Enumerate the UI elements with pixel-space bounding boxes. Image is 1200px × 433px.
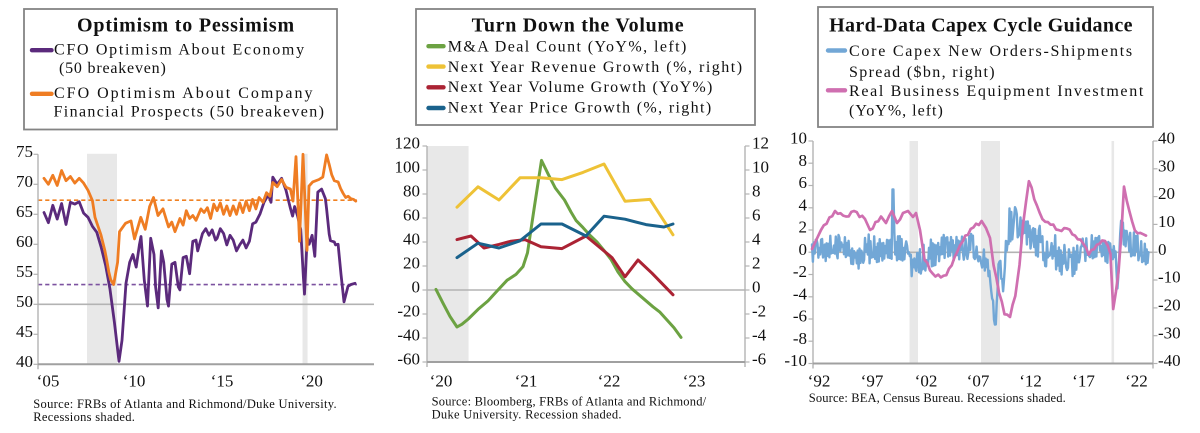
svg-text:CFO Optimism About Company: CFO Optimism About Company (54, 85, 314, 102)
svg-text:4: 4 (752, 230, 761, 249)
svg-text:Spread ($bn, right): Spread ($bn, right) (849, 64, 996, 81)
svg-text:Optimism to Pessimism: Optimism to Pessimism (77, 15, 295, 37)
svg-text:‘97: ‘97 (861, 372, 884, 391)
svg-text:100: 100 (395, 158, 421, 177)
svg-text:-2: -2 (752, 302, 766, 321)
svg-text:‘15: ‘15 (211, 372, 234, 391)
svg-text:55: 55 (16, 262, 33, 281)
svg-text:10: 10 (752, 158, 769, 177)
svg-text:40: 40 (16, 352, 33, 371)
svg-text:Duke University. Recession sha: Duke University. Recession shaded. (432, 408, 622, 422)
svg-text:70: 70 (16, 172, 33, 191)
svg-text:12: 12 (752, 134, 769, 153)
svg-text:Next Year Volume Growth (YoY%): Next Year Volume Growth (YoY%) (448, 79, 714, 96)
svg-text:-8: -8 (793, 329, 807, 348)
svg-text:60: 60 (403, 206, 420, 225)
svg-text:-10: -10 (1158, 268, 1181, 287)
svg-text:8: 8 (799, 151, 808, 170)
svg-text:‘07: ‘07 (967, 372, 990, 391)
svg-text:40: 40 (403, 230, 420, 249)
svg-text:0: 0 (412, 278, 421, 297)
svg-text:-20: -20 (1158, 295, 1181, 314)
svg-text:6: 6 (752, 206, 761, 225)
svg-text:M&A Deal Count (YoY%, left): M&A Deal Count (YoY%, left) (448, 39, 688, 56)
svg-text:Source: BEA, Census Bureau. Re: Source: BEA, Census Bureau. Recessions s… (809, 391, 1066, 405)
svg-text:45: 45 (16, 322, 33, 341)
svg-text:30: 30 (1158, 156, 1175, 175)
svg-text:4: 4 (799, 195, 808, 214)
svg-text:-4: -4 (752, 326, 767, 345)
svg-text:2: 2 (799, 218, 808, 237)
svg-text:Core Capex New Orders-Shipment: Core Capex New Orders-Shipments (849, 43, 1134, 60)
svg-text:-10: -10 (784, 351, 807, 370)
svg-text:-60: -60 (397, 350, 420, 369)
svg-text:6: 6 (799, 173, 808, 192)
svg-text:-20: -20 (397, 302, 420, 321)
svg-text:‘21: ‘21 (515, 372, 538, 391)
svg-text:Next Year Price Growth (%, rig: Next Year Price Growth (%, right) (448, 100, 713, 117)
svg-text:-30: -30 (1158, 323, 1181, 342)
svg-text:‘10: ‘10 (123, 372, 146, 391)
svg-text:Turn Down the Volume: Turn Down the Volume (472, 15, 685, 37)
svg-text:‘23: ‘23 (683, 372, 706, 391)
svg-text:‘92: ‘92 (808, 372, 831, 391)
svg-text:Real Business Equipment Invest: Real Business Equipment Investment (849, 83, 1145, 100)
svg-text:‘20: ‘20 (430, 372, 453, 391)
svg-text:(50 breakeven): (50 breakeven) (59, 60, 167, 77)
svg-text:‘02: ‘02 (915, 372, 938, 391)
svg-text:60: 60 (16, 232, 33, 251)
svg-text:(YoY%, left): (YoY%, left) (849, 102, 944, 119)
svg-text:65: 65 (16, 202, 33, 221)
svg-text:50: 50 (16, 292, 33, 311)
svg-text:‘17: ‘17 (1072, 372, 1095, 391)
svg-text:Hard-Data Capex Cycle Guidance: Hard-Data Capex Cycle Guidance (829, 15, 1133, 37)
svg-text:-40: -40 (1158, 351, 1181, 370)
svg-text:8: 8 (752, 182, 761, 201)
svg-text:CFO Optimism About Economy: CFO Optimism About Economy (54, 42, 306, 59)
svg-text:75: 75 (16, 142, 33, 161)
svg-text:Source: FRBs of Atlanta and Ri: Source: FRBs of Atlanta and Richmond/Duk… (33, 397, 337, 411)
svg-text:10: 10 (790, 129, 807, 148)
svg-text:‘22: ‘22 (1125, 372, 1148, 391)
svg-text:-4: -4 (793, 284, 808, 303)
svg-text:Source: Bloomberg, FRBs of Atl: Source: Bloomberg, FRBs of Atlanta and R… (432, 395, 707, 409)
svg-text:0: 0 (1158, 240, 1167, 259)
svg-text:20: 20 (403, 254, 420, 273)
svg-text:2: 2 (752, 254, 761, 273)
svg-text:‘20: ‘20 (300, 372, 323, 391)
svg-text:‘05: ‘05 (37, 372, 60, 391)
svg-text:0: 0 (752, 278, 761, 297)
svg-text:-6: -6 (752, 350, 766, 369)
svg-text:-6: -6 (793, 307, 807, 326)
svg-text:Financial Prospects (50 breake: Financial Prospects (50 breakeven) (54, 103, 326, 120)
svg-text:Next Year Revenue Growth (%, r: Next Year Revenue Growth (%, right) (448, 59, 744, 76)
svg-text:0: 0 (799, 240, 808, 259)
svg-text:‘22: ‘22 (598, 372, 621, 391)
svg-text:40: 40 (1158, 129, 1175, 148)
svg-text:80: 80 (403, 182, 420, 201)
svg-text:-40: -40 (397, 326, 420, 345)
svg-text:20: 20 (1158, 184, 1175, 203)
svg-text:10: 10 (1158, 212, 1175, 231)
svg-text:Recessions shaded.: Recessions shaded. (33, 410, 135, 424)
svg-text:‘12: ‘12 (1019, 372, 1042, 391)
svg-text:120: 120 (395, 134, 421, 153)
svg-text:-2: -2 (793, 262, 807, 281)
